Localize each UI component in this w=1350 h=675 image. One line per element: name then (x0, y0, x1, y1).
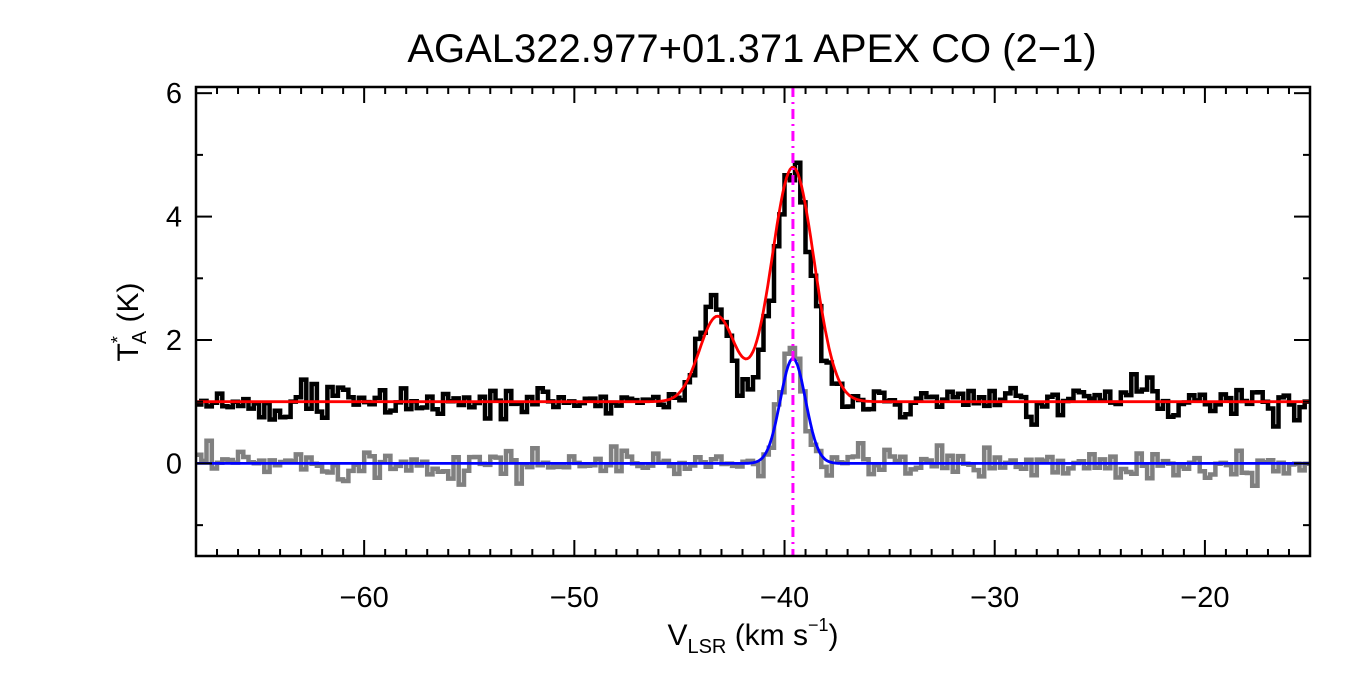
x-tick-label: −20 (1180, 582, 1229, 614)
x-tick-label: −50 (550, 582, 599, 614)
series-layer (196, 87, 1310, 556)
plot-frame (194, 85, 1312, 558)
y-axis-label-subscript: A (129, 330, 151, 344)
series-line-0 (196, 160, 1310, 429)
y-axis-label-main: T (112, 343, 145, 361)
y-tick-label: 2 (166, 325, 182, 357)
y-tick-label: 0 (166, 448, 182, 480)
y-axis-label-units: (K) (112, 282, 145, 330)
series-line-1 (196, 166, 1310, 404)
x-axis-label-main: V (667, 619, 687, 652)
y-tick-label: 6 (166, 78, 182, 110)
x-axis-label-units: (km s (726, 619, 808, 652)
series-line-2 (196, 345, 1310, 488)
x-tick-label: −30 (970, 582, 1019, 614)
x-axis-label: VLSR (km s−1) (667, 615, 838, 658)
series-line-3 (196, 357, 1310, 465)
ticks-layer: −60 −50 −40 −30 −20 0 2 4 6 (166, 78, 1311, 614)
y-axis-label-superscript: * (108, 336, 128, 343)
x-axis-label-close: ) (829, 619, 839, 652)
chart-title: AGAL322.977+01.371 APEX CO (2−1) (407, 27, 1096, 71)
x-axis-label-superscript: −1 (808, 615, 829, 635)
x-tick-label: −60 (340, 582, 389, 614)
y-axis-label: T*A (K) (108, 282, 151, 361)
x-tick-label: −40 (760, 582, 809, 614)
y-tick-label: 4 (166, 202, 182, 234)
x-axis-label-subscript: LSR (687, 636, 726, 658)
